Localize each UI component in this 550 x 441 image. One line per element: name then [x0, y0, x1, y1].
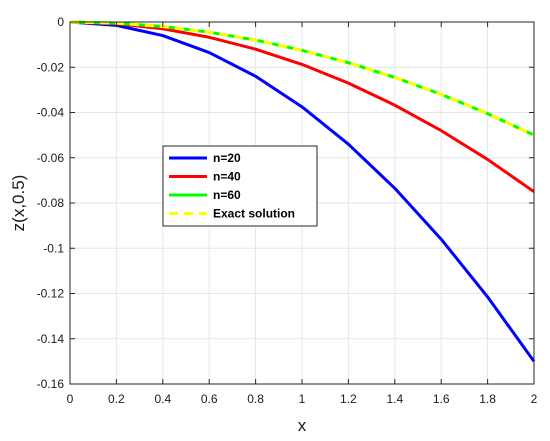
- series-line-1: [69, 20, 535, 193]
- y-tick-label: -0.14: [37, 332, 65, 346]
- y-tick-label: -0.02: [37, 60, 65, 74]
- x-tick-label: 2: [531, 392, 538, 406]
- y-axis-label: z(x,0.5): [9, 175, 28, 232]
- series-line-0: [69, 20, 536, 363]
- legend-label-2: n=60: [213, 188, 241, 202]
- x-tick-label: 0.4: [154, 392, 171, 406]
- x-tick-label: 0.8: [247, 392, 264, 406]
- legend: n=20 n=40 n=60 Exact solution: [162, 145, 318, 227]
- y-tick-label: -0.1: [43, 241, 64, 255]
- x-axis-label: x: [298, 416, 307, 435]
- legend-label-0: n=20: [213, 151, 241, 165]
- y-tick-label: -0.16: [37, 377, 65, 391]
- x-tick-label: 1: [299, 392, 306, 406]
- y-tick-label: 0: [57, 15, 64, 29]
- y-axis-ticks: 0 -0.02 -0.04 -0.06 -0.08 -0.1 -0.12 -0.14 -0.16: [37, 15, 534, 391]
- x-tick-label: 0.6: [201, 392, 218, 406]
- x-tick-label: 0: [67, 392, 74, 406]
- y-tick-label: -0.04: [37, 106, 65, 120]
- legend-label-3: Exact solution: [213, 207, 295, 221]
- x-tick-label: 0.2: [108, 392, 125, 406]
- series-line-3: [69, 20, 535, 137]
- y-tick-label: -0.06: [37, 151, 65, 165]
- x-tick-label: 1.6: [433, 392, 450, 406]
- x-axis-ticks: 0 0.2 0.4 0.6 0.8 1 1.2 1.4 1.6 1.8 2: [67, 22, 538, 406]
- legend-label-1: n=40: [213, 170, 241, 184]
- y-tick-label: -0.12: [37, 287, 65, 301]
- x-tick-label: 1.8: [479, 392, 496, 406]
- x-tick-label: 1.4: [386, 392, 403, 406]
- y-tick-label: -0.08: [37, 196, 65, 210]
- x-tick-label: 1.2: [340, 392, 357, 406]
- series-lines: [69, 20, 536, 363]
